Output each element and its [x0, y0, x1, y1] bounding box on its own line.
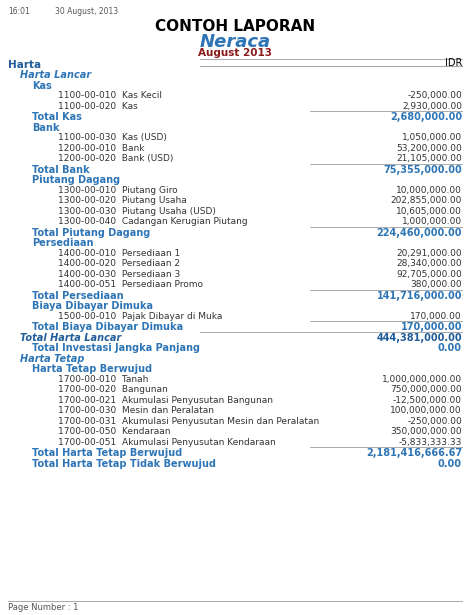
- Text: 1300-00-010  Piutang Giro: 1300-00-010 Piutang Giro: [58, 186, 178, 195]
- Text: Total Persediaan: Total Persediaan: [32, 291, 124, 301]
- Text: Total Harta Lancar: Total Harta Lancar: [20, 333, 121, 343]
- Text: 1300-00-030  Piutang Usaha (USD): 1300-00-030 Piutang Usaha (USD): [58, 207, 216, 216]
- Text: 1400-00-010  Persediaan 1: 1400-00-010 Persediaan 1: [58, 249, 180, 258]
- Text: 1300-00-020  Piutang Usaha: 1300-00-020 Piutang Usaha: [58, 196, 187, 205]
- Text: Total Piutang Dagang: Total Piutang Dagang: [32, 228, 150, 238]
- Text: Kas: Kas: [32, 81, 52, 91]
- Text: Page Number : 1: Page Number : 1: [8, 603, 78, 612]
- Text: 75,355,000.00: 75,355,000.00: [383, 165, 462, 175]
- Text: 1200-00-010  Bank: 1200-00-010 Bank: [58, 144, 144, 153]
- Text: 750,000,000.00: 750,000,000.00: [391, 386, 462, 394]
- Text: 16:01: 16:01: [8, 7, 30, 16]
- Text: Bank: Bank: [32, 123, 60, 133]
- Text: 1700-00-010  Tanah: 1700-00-010 Tanah: [58, 375, 149, 384]
- Text: 141,716,000.00: 141,716,000.00: [376, 291, 462, 301]
- Text: Harta: Harta: [8, 60, 41, 70]
- Text: Piutang Dagang: Piutang Dagang: [32, 175, 120, 185]
- Text: -12,500,000.00: -12,500,000.00: [393, 396, 462, 405]
- Text: Harta Lancar: Harta Lancar: [20, 70, 91, 81]
- Text: 1,000,000.00: 1,000,000.00: [402, 217, 462, 226]
- Text: 100,000,000.00: 100,000,000.00: [391, 407, 462, 415]
- Text: 2,930,000.00: 2,930,000.00: [402, 102, 462, 111]
- Text: Total Investasi Jangka Panjang: Total Investasi Jangka Panjang: [32, 343, 200, 353]
- Text: 21,105,000.00: 21,105,000.00: [396, 154, 462, 164]
- Text: 170,000.00: 170,000.00: [400, 322, 462, 332]
- Text: 1700-00-030  Mesin dan Peralatan: 1700-00-030 Mesin dan Peralatan: [58, 407, 214, 415]
- Text: 1500-00-010  Pajak Dibayar di Muka: 1500-00-010 Pajak Dibayar di Muka: [58, 312, 222, 321]
- Text: Total Harta Tetap Tidak Berwujud: Total Harta Tetap Tidak Berwujud: [32, 459, 216, 469]
- Text: 1100-00-010  Kas Kecil: 1100-00-010 Kas Kecil: [58, 91, 162, 100]
- Text: 170,000.00: 170,000.00: [410, 312, 462, 321]
- Text: 20,291,000.00: 20,291,000.00: [396, 249, 462, 258]
- Text: 1400-00-051  Persediaan Promo: 1400-00-051 Persediaan Promo: [58, 280, 203, 289]
- Text: August 2013: August 2013: [198, 48, 272, 58]
- Text: 1200-00-020  Bank (USD): 1200-00-020 Bank (USD): [58, 154, 173, 164]
- Text: 1700-00-050  Kendaraan: 1700-00-050 Kendaraan: [58, 427, 171, 436]
- Text: 28,340,000.00: 28,340,000.00: [396, 260, 462, 268]
- Text: Harta Tetap: Harta Tetap: [20, 354, 85, 364]
- Text: 2,181,416,666.67: 2,181,416,666.67: [366, 448, 462, 458]
- Text: 1700-00-021  Akumulasi Penyusutan Bangunan: 1700-00-021 Akumulasi Penyusutan Banguna…: [58, 396, 273, 405]
- Text: 1700-00-020  Bangunan: 1700-00-020 Bangunan: [58, 386, 168, 394]
- Text: 30 August, 2013: 30 August, 2013: [55, 7, 118, 16]
- Text: IDR: IDR: [445, 58, 462, 68]
- Text: 1400-00-030  Persediaan 3: 1400-00-030 Persediaan 3: [58, 270, 180, 279]
- Text: 1100-00-020  Kas: 1100-00-020 Kas: [58, 102, 138, 111]
- Text: 1400-00-020  Persediaan 2: 1400-00-020 Persediaan 2: [58, 260, 180, 268]
- Text: 1,050,000.00: 1,050,000.00: [402, 133, 462, 142]
- Text: -5,833,333.33: -5,833,333.33: [399, 438, 462, 447]
- Text: 0.00: 0.00: [438, 459, 462, 469]
- Text: 1700-00-051  Akumulasi Penyusutan Kendaraan: 1700-00-051 Akumulasi Penyusutan Kendara…: [58, 438, 276, 447]
- Text: -250,000.00: -250,000.00: [407, 91, 462, 100]
- Text: 380,000.00: 380,000.00: [410, 280, 462, 289]
- Text: 0.00: 0.00: [438, 343, 462, 353]
- Text: -250,000.00: -250,000.00: [407, 417, 462, 426]
- Text: 1700-00-031  Akumulasi Penyusutan Mesin dan Peralatan: 1700-00-031 Akumulasi Penyusutan Mesin d…: [58, 417, 319, 426]
- Text: Total Bank: Total Bank: [32, 165, 90, 175]
- Text: Persediaan: Persediaan: [32, 238, 94, 248]
- Text: 53,200,000.00: 53,200,000.00: [396, 144, 462, 153]
- Text: CONTOH LAPORAN: CONTOH LAPORAN: [155, 19, 315, 34]
- Text: Neraca: Neraca: [199, 33, 271, 51]
- Text: 92,705,000.00: 92,705,000.00: [396, 270, 462, 279]
- Text: Biaya Dibayar Dimuka: Biaya Dibayar Dimuka: [32, 301, 153, 311]
- Text: 1100-00-030  Kas (USD): 1100-00-030 Kas (USD): [58, 133, 167, 142]
- Text: 10,000,000.00: 10,000,000.00: [396, 186, 462, 195]
- Text: 224,460,000.00: 224,460,000.00: [376, 228, 462, 238]
- Text: 444,381,000.00: 444,381,000.00: [376, 333, 462, 343]
- Text: 2,680,000.00: 2,680,000.00: [390, 113, 462, 122]
- Text: 1300-00-040  Cadangan Kerugian Piutang: 1300-00-040 Cadangan Kerugian Piutang: [58, 217, 248, 226]
- Text: Total Biaya Dibayar Dimuka: Total Biaya Dibayar Dimuka: [32, 322, 183, 332]
- Text: 10,605,000.00: 10,605,000.00: [396, 207, 462, 216]
- Text: 350,000,000.00: 350,000,000.00: [391, 427, 462, 436]
- Text: Total Kas: Total Kas: [32, 113, 82, 122]
- Text: 1,000,000,000.00: 1,000,000,000.00: [382, 375, 462, 384]
- Text: Total Harta Tetap Berwujud: Total Harta Tetap Berwujud: [32, 448, 182, 458]
- Text: Harta Tetap Berwujud: Harta Tetap Berwujud: [32, 364, 152, 375]
- Text: 202,855,000.00: 202,855,000.00: [391, 196, 462, 205]
